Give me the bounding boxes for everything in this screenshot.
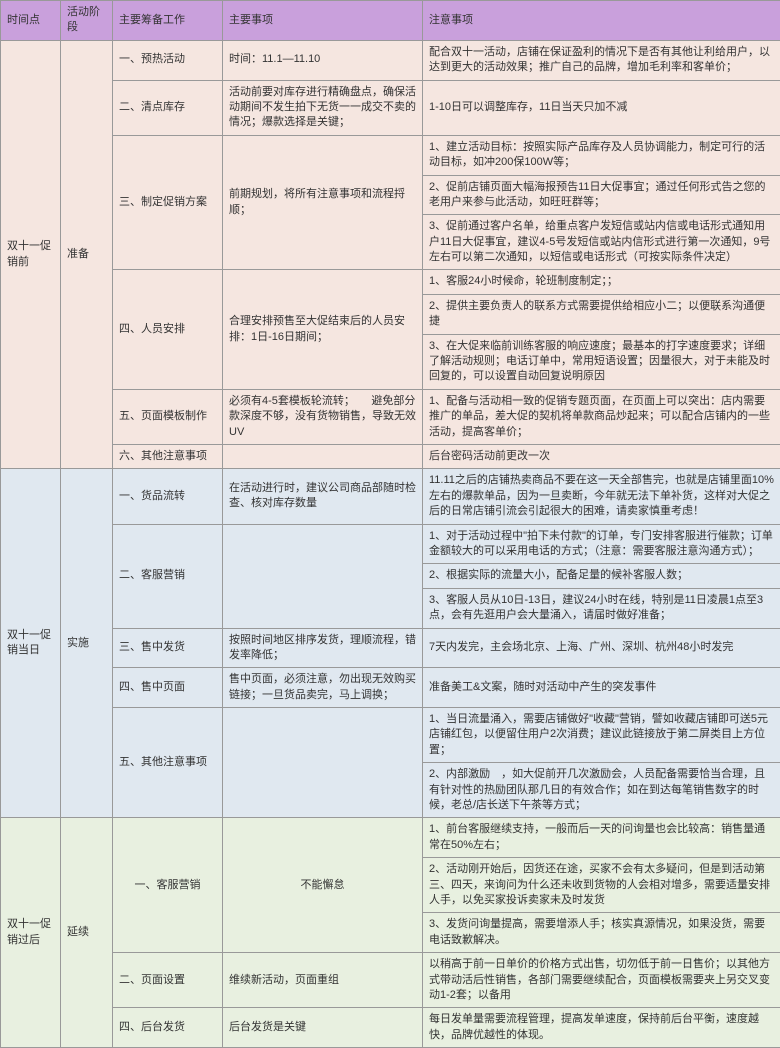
note-cell: 3、在大促来临前训练客服的响应速度；最基本的打字速度要求；详细了解活动规则；电话… [423,334,780,389]
col-time: 时间点 [1,1,61,41]
table-row: 双十一促销过后延续一、客服营销不能懈怠1、前台客服继续支持，一般而后一天的问询量… [1,818,780,858]
stage-cell: 延续 [61,818,113,1048]
work-cell: 一、客服营销 [113,818,223,953]
work-cell: 三、制定促销方案 [113,135,223,270]
matter-cell [223,524,423,628]
work-cell: 二、清点库存 [113,80,223,135]
matter-cell: 后台发货是关键 [223,1008,423,1048]
table-row: 四、售中页面售中页面，必须注意，勿出现无效购买链接；一旦货品卖完，马上调换；准备… [1,668,780,708]
note-cell: 3、发货问询量提高，需要增添人手；核实真源情况，如果没货，需要电话致歉解决。 [423,913,780,953]
matter-cell: 售中页面，必须注意，勿出现无效购买链接；一旦货品卖完，马上调换； [223,668,423,708]
work-cell: 四、后台发货 [113,1008,223,1048]
note-cell: 3、客服人员从10日-13日，建议24小时在线，特别是11日凌晨1点至3点，会有… [423,588,780,628]
matter-cell: 维续新活动，页面重组 [223,953,423,1008]
matter-cell: 前期规划，将所有注意事项和流程捋顺； [223,135,423,270]
table-row: 三、制定促销方案前期规划，将所有注意事项和流程捋顺；1、建立活动目标：按照实际产… [1,135,780,175]
table-row: 四、后台发货后台发货是关键每日发单量需要流程管理，提高发单速度，保持前后台平衡，… [1,1008,780,1048]
matter-cell: 时间：11.1—11.10 [223,40,423,80]
note-cell: 1、配备与活动相一致的促销专题页面，在页面上可以突出：店内需要推广的单品，差大促… [423,389,780,444]
table-row: 双十一促销前准备一、预热活动时间：11.1—11.10配合双十一活动，店铺在保证… [1,40,780,80]
note-cell: 1-10日可以调整库存，11日当天只加不减 [423,80,780,135]
schedule-table: 时间点 活动阶段 主要筹备工作 主要事项 注意事项 双十一促销前准备一、预热活动… [0,0,780,1048]
note-cell: 1、客服24小时候命，轮班制度制定；； [423,270,780,294]
note-cell: 1、当日流量涌入，需要店铺做好"收藏"营销，譬如收藏店铺即可送5元店铺红包，以便… [423,708,780,763]
table-row: 四、人员安排合理安排预售至大促结束后的人员安排：1日-16日期间；1、客服24小… [1,270,780,294]
matter-cell: 合理安排预售至大促结束后的人员安排：1日-16日期间； [223,270,423,389]
note-cell: 准备美工&文案，随时对活动中产生的突发事件 [423,668,780,708]
table-row: 三、售中发货按照时间地区排序发货，理顺流程，错发率降低；7天内发完，主会场北京、… [1,628,780,668]
matter-cell: 必须有4-5套模板轮流转； 避免部分款深度不够，没有货物销售，导致无效UV [223,389,423,444]
table-row: 五、页面模板制作必须有4-5套模板轮流转； 避免部分款深度不够，没有货物销售，导… [1,389,780,444]
work-cell: 四、人员安排 [113,270,223,389]
work-cell: 二、页面设置 [113,953,223,1008]
note-cell: 以稍高于前一日单价的价格方式出售，切勿低于前一日售价；以其他方式带动活后性销售，… [423,953,780,1008]
matter-cell [223,708,423,818]
note-cell: 1、前台客服继续支持，一般而后一天的问询量也会比较高：销售量通常在50%左右； [423,818,780,858]
time-cell: 双十一促销前 [1,40,61,469]
work-cell: 六、其他注意事项 [113,444,223,468]
table-row: 二、清点库存活动前要对库存进行精确盘点，确保活动期间不发生拍下无货一一成交不卖的… [1,80,780,135]
col-stage: 活动阶段 [61,1,113,41]
note-cell: 配合双十一活动，店铺在保证盈利的情况下是否有其他让利给用户，以达到更大的活动效果… [423,40,780,80]
note-cell: 11.11之后的店铺热卖商品不要在这一天全部售完，也就是店铺里面10%左右的爆款… [423,469,780,524]
table-row: 六、其他注意事项 后台密码活动前更改一次 [1,444,780,468]
work-cell: 四、售中页面 [113,668,223,708]
time-cell: 双十一促销当日 [1,469,61,818]
table-row: 五、其他注意事项1、当日流量涌入，需要店铺做好"收藏"营销，譬如收藏店铺即可送5… [1,708,780,763]
matter-cell: 活动前要对库存进行精确盘点，确保活动期间不发生拍下无货一一成交不卖的情况；爆款选… [223,80,423,135]
work-cell: 三、售中发货 [113,628,223,668]
work-cell: 五、页面模板制作 [113,389,223,444]
table-row: 二、客服营销1、对于活动过程中"拍下未付款"的订单，专门安排客服进行催款；订单金… [1,524,780,564]
col-work: 主要筹备工作 [113,1,223,41]
table-row: 二、页面设置维续新活动，页面重组以稍高于前一日单价的价格方式出售，切勿低于前一日… [1,953,780,1008]
note-cell: 2、促前店铺页面大幅海报预告11日大促事宜；通过任何形式告之您的老用户来参与此活… [423,175,780,215]
note-cell: 2、根据实际的流量大小，配备足量的候补客服人数； [423,564,780,588]
header-row: 时间点 活动阶段 主要筹备工作 主要事项 注意事项 [1,1,780,41]
time-cell: 双十一促销过后 [1,818,61,1048]
note-cell: 2、活动刚开始后，因货还在途，买家不会有太多疑问，但是到活动第三、四天，来询问为… [423,858,780,913]
work-cell: 五、其他注意事项 [113,708,223,818]
note-cell: 1、对于活动过程中"拍下未付款"的订单，专门安排客服进行催款；订单金额较大的可以… [423,524,780,564]
work-cell: 一、预热活动 [113,40,223,80]
col-notes: 注意事项 [423,1,780,41]
note-cell: 后台密码活动前更改一次 [423,444,780,468]
table-row: 双十一促销当日实施一、货品流转在活动进行时，建议公司商品部随时检查、核对库存数量… [1,469,780,524]
stage-cell: 实施 [61,469,113,818]
matter-cell: 不能懈怠 [223,818,423,953]
matter-cell: 在活动进行时，建议公司商品部随时检查、核对库存数量 [223,469,423,524]
note-cell: 2、内部激励 ，如大促前开几次激励会，人员配备需要恰当合理，且有针对性的热励团队… [423,763,780,818]
col-matter: 主要事项 [223,1,423,41]
matter-cell [223,444,423,468]
note-cell: 3、促前通过客户名单，给重点客户发短信或站内信或电话形式通知用户11日大促事宜，… [423,215,780,270]
note-cell: 2、提供主要负责人的联系方式需要提供给相应小二；以便联系沟通便捷 [423,294,780,334]
stage-cell: 准备 [61,40,113,469]
work-cell: 二、客服营销 [113,524,223,628]
note-cell: 1、建立活动目标：按照实际产品库存及人员协调能力，制定可行的活动目标，如冲200… [423,135,780,175]
work-cell: 一、货品流转 [113,469,223,524]
matter-cell: 按照时间地区排序发货，理顺流程，错发率降低； [223,628,423,668]
note-cell: 7天内发完，主会场北京、上海、广州、深圳、杭州48小时发完 [423,628,780,668]
note-cell: 每日发单量需要流程管理，提高发单速度，保持前后台平衡，速度越快，品牌优越性的体现… [423,1008,780,1048]
